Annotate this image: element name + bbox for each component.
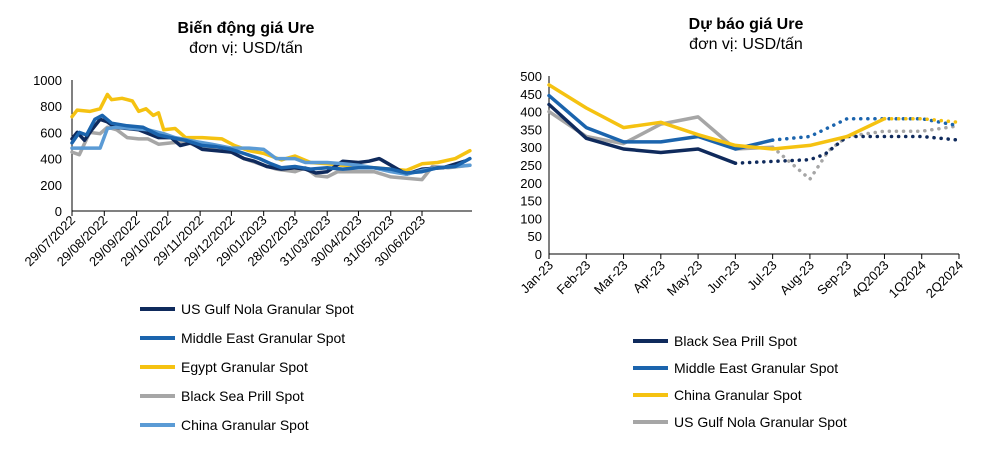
right-x-tick-label: Apr-23 [630,258,668,296]
left-chart: Biến động giá Ure đơn vị: USD/tấn 0 200 40… [21,20,472,433]
left-legend-label-us-gulf-nola-granular-spot: US Gulf Nola Granular Spot [181,301,354,317]
right-y-tick-label: 450 [520,87,542,102]
right-x-tick-label: 4Q2023 [848,258,891,301]
left-y-tick-label: 0 [55,204,62,219]
left-legend-label-black-sea-prill-spot: Black Sea Prill Spot [181,388,304,404]
right-chart-axes: 0 50 100 150 200 250 300 350 400 450 500 Jan-23Feb-… [517,69,966,301]
right-y-tick-label: 300 [520,140,542,155]
right-x-tick-label: Jan-23 [517,258,556,297]
right-series-forecast-china-granular-spot [882,116,961,125]
right-series-forecast-black-sea-prill-spot [733,134,961,165]
right-y-tick-label: 350 [520,122,542,137]
right-legend-label-black-sea-prill-spot: Black Sea Prill Spot [674,333,797,349]
right-y-tick-label: 250 [520,158,542,173]
right-chart-series [547,83,961,181]
left-y-tick-label: 600 [40,125,62,140]
right-legend-label-us-gulf-nola-granular-spot: US Gulf Nola Granular Spot [674,414,847,430]
right-x-tick-label: May-23 [664,258,705,299]
right-chart-subtitle: đơn vị: USD/tấn [689,36,803,53]
right-y-tick-label: 400 [520,105,542,120]
left-chart-legend: US Gulf Nola Granular Spot Middle East Gr… [140,301,354,433]
right-series-actual-middle-east-granular-spot [547,93,775,151]
left-y-tick-label: 800 [40,99,62,114]
left-y-tick-label: 400 [40,152,62,167]
right-y-tick-label: 200 [520,176,542,191]
right-x-tick-label: Jun-23 [704,258,743,297]
right-y-tick-label: 0 [535,247,542,262]
left-series-line-egypt-granular-spot [70,92,472,173]
left-chart-subtitle: đơn vị: USD/tấn [189,40,303,57]
right-chart-title: Dự báo giá Ure [689,16,804,33]
right-x-tick-label: Mar-23 [591,258,631,298]
left-series-line-middle-east-granular-spot [70,113,472,175]
left-legend-label-egypt-granular-spot: Egypt Granular Spot [181,359,308,375]
right-x-tick-label: Sep-23 [814,258,854,298]
right-series-forecast-us-gulf-nola-granular-spot [770,124,961,181]
right-series-actual-black-sea-prill-spot [547,102,738,165]
left-chart-title: Biến động giá Ure [178,20,315,37]
right-legend-label-china-granular-spot: China Granular Spot [674,387,802,403]
right-y-tick-label: 150 [520,194,542,209]
left-chart-series [70,92,472,182]
right-chart-legend: Black Sea Prill Spot Middle East Granular… [633,333,847,430]
right-x-tick-label: Jul-23 [744,258,780,294]
right-x-tick-label: 2Q2024 [923,258,966,301]
left-y-tick-label: 1000 [33,73,62,88]
right-y-tick-label: 100 [520,211,542,226]
right-y-tick-label: 500 [520,69,542,84]
left-y-tick-label: 200 [40,178,62,193]
right-legend-label-middle-east-granular-spot: Middle East Granular Spot [674,360,838,376]
right-chart: Dự báo giá Ure đơn vị: USD/tấn 0 50 100 150… [517,16,966,430]
right-x-tick-label: Aug-23 [777,258,817,298]
right-x-tick-label: Feb-23 [554,258,594,298]
left-legend-label-china-granular-spot: China Granular Spot [181,417,309,433]
right-x-tick-label: 1Q2024 [886,258,929,301]
left-legend-label-middle-east-granular-spot: Middle East Granular Spot [181,330,345,346]
right-series-actual-china-granular-spot [547,83,887,151]
right-y-tick-label: 50 [528,229,542,244]
